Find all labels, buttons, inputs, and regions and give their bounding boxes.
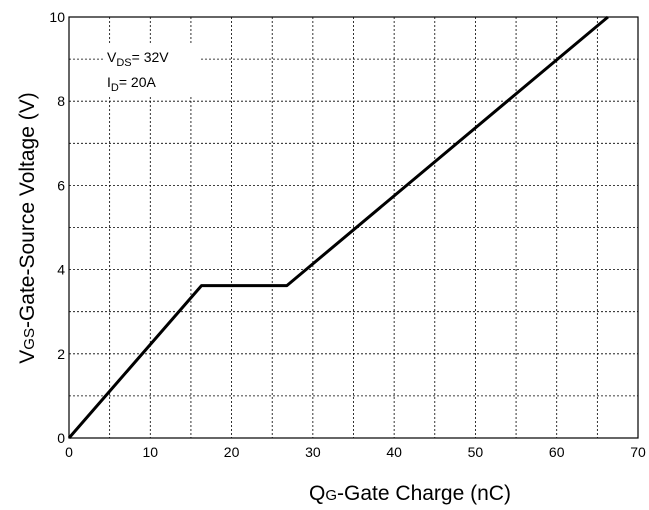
annotation-vds-rest: = 32V	[132, 49, 170, 65]
x-tick-label: 70	[630, 444, 646, 460]
plot-frame	[68, 16, 639, 439]
series	[67, 15, 609, 439]
annotation-id-sub: D	[111, 82, 119, 94]
x-tick-label: 30	[305, 444, 321, 460]
x-tick-label: 10	[142, 444, 158, 460]
annotation-vds: VDS= 32V	[107, 49, 169, 69]
x-tick-label: 20	[224, 444, 240, 460]
y-tick-label: 8	[57, 93, 65, 109]
y-axis-title-rest: -Gate-Source Voltage (V)	[16, 92, 39, 328]
x-axis-title-rest: -Gate Charge (nC)	[337, 482, 511, 505]
y-tick-label: 2	[57, 346, 65, 362]
annotation-background	[103, 43, 201, 96]
x-tick-label: 60	[549, 444, 565, 460]
y-tick-label: 4	[57, 262, 65, 278]
x-tick-label: 0	[65, 444, 73, 460]
y-axis-title-prefix: V	[16, 350, 39, 364]
x-tick-label: 50	[468, 444, 484, 460]
annotation-id-rest: = 20A	[119, 74, 157, 90]
x-axis-title: QG-Gate Charge (nC)	[309, 482, 511, 505]
y-tick-label: 6	[57, 177, 65, 193]
annotation-id: ID= 20A	[107, 74, 156, 94]
tick-labels: 0 10 20 30 40 50 60 70 0 2 4 6 8 10	[49, 9, 646, 460]
x-tick-label: 40	[386, 444, 402, 460]
annotation-id-main: I	[107, 74, 111, 90]
y-tick-label: 0	[57, 430, 65, 446]
series-line	[67, 15, 609, 439]
x-axis-title-subscript: G	[325, 487, 337, 504]
x-axis-title-prefix: Q	[309, 482, 325, 505]
annotation-vds-sub: DS	[116, 57, 131, 69]
grid	[69, 17, 638, 438]
y-axis-title: VGS-Gate-Source Voltage (V)	[16, 92, 39, 363]
y-tick-label: 10	[49, 9, 65, 25]
y-axis-title-subscript: GS	[21, 328, 38, 350]
annotation-vds-main: V	[107, 49, 117, 65]
